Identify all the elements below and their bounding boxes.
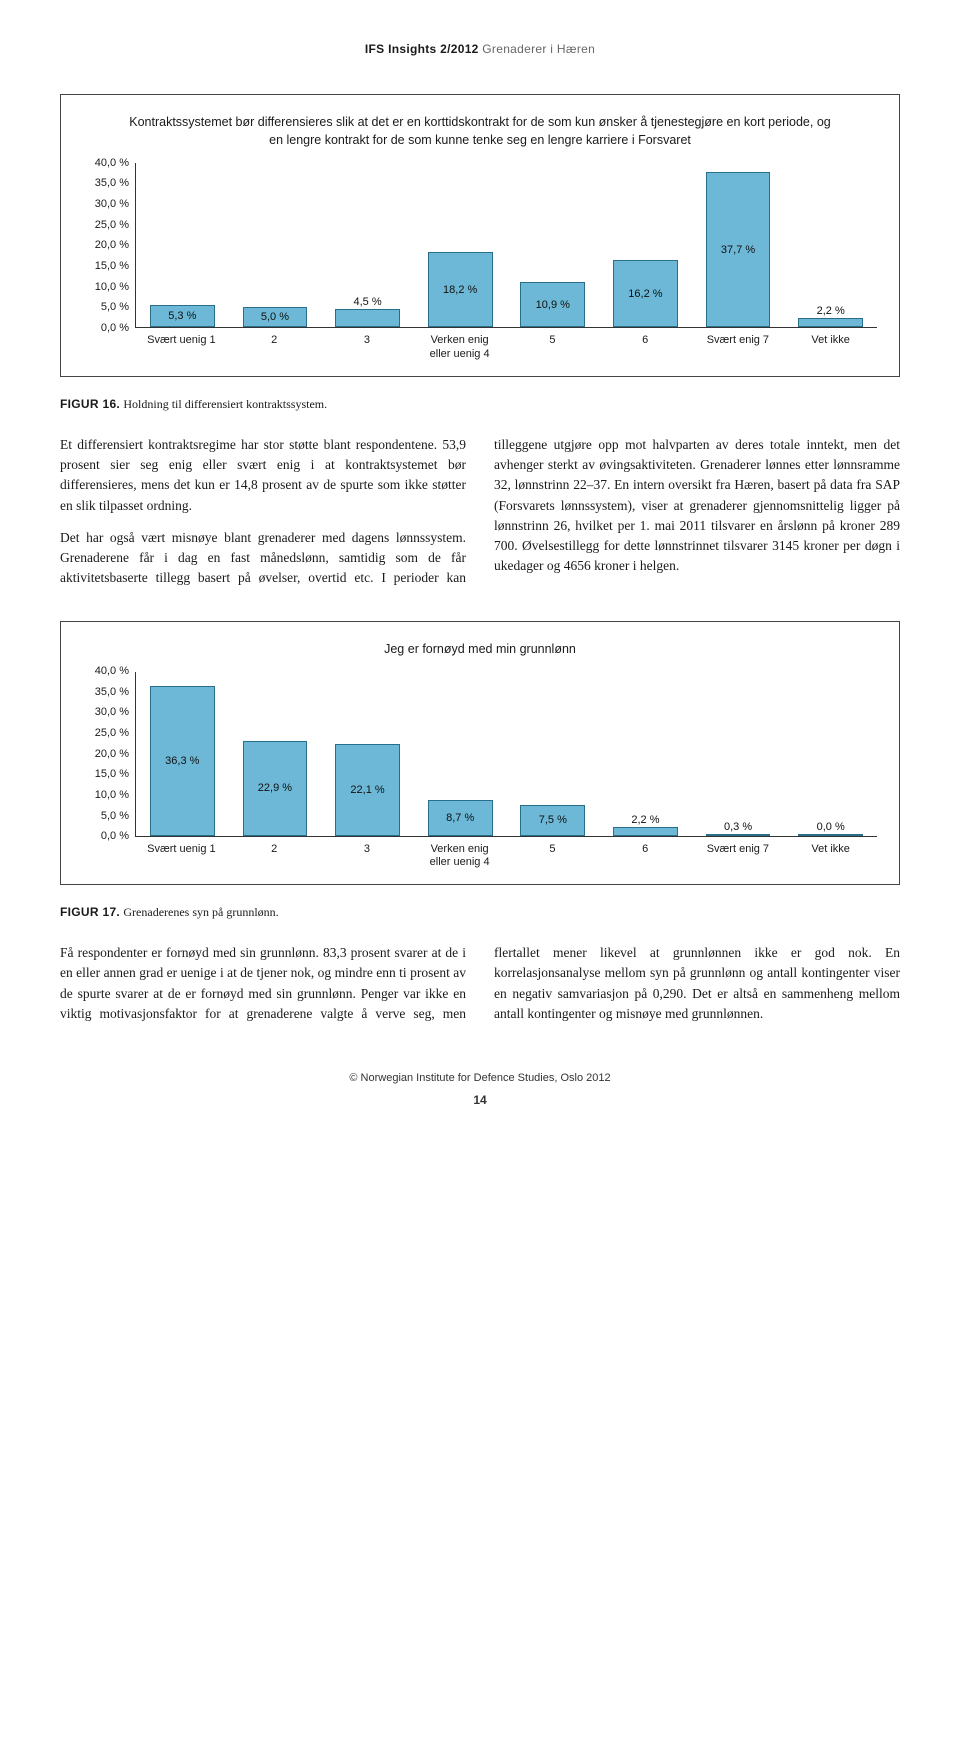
chart-2-yaxis: 40,0 %35,0 %30,0 %25,0 %20,0 %15,0 %10,0…	[83, 672, 135, 837]
bar-value-label: 5,0 %	[244, 309, 307, 326]
bar: 22,9 %	[243, 741, 308, 835]
chart-1-plot: 5,3 % 5,0 % 4,5 % 18,2 % 10,9 % 16,2 % 37,7 % 2…	[135, 163, 877, 328]
x-tick: 5	[506, 334, 599, 362]
figure-16-caption: FIGUR 16. Holdning til differensiert kon…	[60, 395, 900, 413]
chart-1-area: 40,0 %35,0 %30,0 %25,0 %20,0 %15,0 %10,0…	[83, 163, 877, 328]
figure-17-text: Grenaderenes syn på grunnlønn.	[123, 905, 278, 919]
bar: 0,0 %	[798, 834, 863, 836]
chart-2-xaxis: Svært uenig 123Verken enigeller uenig 45…	[135, 843, 877, 871]
bar-slot: 10,9 %	[507, 163, 600, 327]
bar-value-label: 4,5 %	[336, 294, 399, 311]
bar: 0,3 %	[706, 834, 771, 836]
figure-17-caption: FIGUR 17. Grenaderenes syn på grunnlønn.	[60, 903, 900, 921]
bar-slot: 18,2 %	[414, 163, 507, 327]
bar-value-label: 2,2 %	[614, 812, 677, 829]
paragraph: Et differensiert kontraktsregime har sto…	[60, 435, 466, 516]
page-header: IFS Insights 2/2012 Grenaderer i Hæren	[60, 40, 900, 58]
bar-slot: 2,2 %	[599, 672, 692, 836]
bar-slot: 8,7 %	[414, 672, 507, 836]
x-tick: Svært enig 7	[692, 334, 785, 362]
bar-value-label: 36,3 %	[151, 753, 214, 770]
x-tick: Svært enig 7	[692, 843, 785, 871]
chart-1-bars: 5,3 % 5,0 % 4,5 % 18,2 % 10,9 % 16,2 % 37,7 % 2…	[136, 163, 877, 327]
bar-slot: 22,9 %	[229, 672, 322, 836]
bar-slot: 0,0 %	[784, 672, 877, 836]
x-tick: Verken enigeller uenig 4	[413, 334, 506, 362]
figure-17-num: FIGUR 17.	[60, 905, 120, 919]
chart-2-title: Jeg er fornøyd med min grunnlønn	[83, 640, 877, 658]
body-text-2: Få respondenter er fornøyd med sin grunn…	[60, 943, 900, 1030]
bar: 36,3 %	[150, 686, 215, 836]
paragraph: Få respondenter er fornøyd med sin grunn…	[60, 943, 900, 1030]
bar: 2,2 %	[798, 318, 863, 327]
chart-1-title: Kontraktssystemet bør differensieres sli…	[83, 113, 877, 149]
page-number: 14	[60, 1091, 900, 1109]
chart-2-plot: 36,3 % 22,9 % 22,1 % 8,7 % 7,5 % 2,2 % 0,3 % 0,…	[135, 672, 877, 837]
bar: 7,5 %	[520, 805, 585, 836]
x-tick: Vet ikke	[784, 843, 877, 871]
chart-1-xaxis: Svært uenig 123Verken enigeller uenig 45…	[135, 334, 877, 362]
bar-slot: 36,3 %	[136, 672, 229, 836]
chart-2-area: 40,0 %35,0 %30,0 %25,0 %20,0 %15,0 %10,0…	[83, 672, 877, 837]
bar-slot: 5,0 %	[229, 163, 322, 327]
bar-slot: 2,2 %	[784, 163, 877, 327]
bar: 2,2 %	[613, 827, 678, 836]
bar: 37,7 %	[706, 172, 771, 328]
body-text-1: Et differensiert kontraktsregime har sto…	[60, 435, 900, 589]
x-tick: Verken enigeller uenig 4	[413, 843, 506, 871]
issue-label: IFS Insights 2/2012	[365, 42, 479, 56]
x-tick: Svært uenig 1	[135, 843, 228, 871]
x-tick: 6	[599, 843, 692, 871]
bar: 16,2 %	[613, 260, 678, 327]
copyright: © Norwegian Institute for Defence Studie…	[60, 1070, 900, 1087]
chart-2: Jeg er fornøyd med min grunnlønn 40,0 %3…	[60, 621, 900, 886]
bar-value-label: 0,0 %	[799, 819, 862, 836]
bar-value-label: 7,5 %	[521, 812, 584, 829]
bar-value-label: 16,2 %	[614, 286, 677, 303]
x-tick: Svært uenig 1	[135, 334, 228, 362]
x-tick: 5	[506, 843, 599, 871]
bar-value-label: 2,2 %	[799, 303, 862, 320]
bar-slot: 37,7 %	[692, 163, 785, 327]
bar-slot: 5,3 %	[136, 163, 229, 327]
x-tick: 6	[599, 334, 692, 362]
x-tick: Vet ikke	[784, 334, 877, 362]
bar: 4,5 %	[335, 309, 400, 328]
bar-value-label: 22,1 %	[336, 782, 399, 799]
bar-slot: 0,3 %	[692, 672, 785, 836]
bar-slot: 4,5 %	[321, 163, 414, 327]
bar-slot: 7,5 %	[507, 672, 600, 836]
page-footer: © Norwegian Institute for Defence Studie…	[60, 1070, 900, 1109]
chart-1-yaxis: 40,0 %35,0 %30,0 %25,0 %20,0 %15,0 %10,0…	[83, 163, 135, 328]
bar-value-label: 18,2 %	[429, 281, 492, 298]
bar-slot: 16,2 %	[599, 163, 692, 327]
bar: 18,2 %	[428, 252, 493, 327]
bar-value-label: 37,7 %	[707, 241, 770, 258]
bar: 10,9 %	[520, 282, 585, 327]
bar-value-label: 8,7 %	[429, 809, 492, 826]
bar-value-label: 5,3 %	[151, 308, 214, 325]
figure-16-text: Holdning til differensiert kontraktssyst…	[123, 397, 327, 411]
x-tick: 2	[228, 334, 321, 362]
figure-16-num: FIGUR 16.	[60, 397, 120, 411]
chart-2-bars: 36,3 % 22,9 % 22,1 % 8,7 % 7,5 % 2,2 % 0,3 % 0,…	[136, 672, 877, 836]
x-tick: 2	[228, 843, 321, 871]
bar: 8,7 %	[428, 800, 493, 836]
bar-slot: 22,1 %	[321, 672, 414, 836]
bar: 5,3 %	[150, 305, 215, 327]
bar-value-label: 22,9 %	[244, 780, 307, 797]
bar-value-label: 10,9 %	[521, 297, 584, 314]
x-tick: 3	[321, 334, 414, 362]
bar: 5,0 %	[243, 307, 308, 328]
chart-1: Kontraktssystemet bør differensieres sli…	[60, 94, 900, 377]
x-tick: 3	[321, 843, 414, 871]
bar: 22,1 %	[335, 744, 400, 835]
header-title: Grenaderer i Hæren	[482, 42, 595, 56]
bar-value-label: 0,3 %	[707, 819, 770, 836]
